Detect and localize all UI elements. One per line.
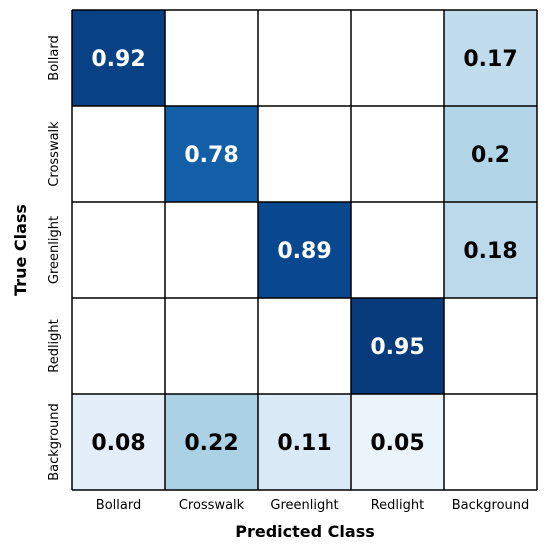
heatmap-cell-0-3 xyxy=(351,10,444,106)
heatmap-cell-4-4 xyxy=(444,394,537,490)
heatmap-cell-1-3 xyxy=(351,106,444,202)
x-tick-label-1: Crosswalk xyxy=(179,498,245,513)
cell-value-label-0-4: 0.17 xyxy=(463,47,517,72)
y-tick-label-3: Redlight xyxy=(47,319,62,373)
heatmap-cell-3-2 xyxy=(258,298,351,394)
y-axis-title: True Class xyxy=(11,204,30,296)
heatmap-cell-0-4 xyxy=(444,10,537,106)
cell-value-label-4-1: 0.22 xyxy=(184,431,238,456)
heatmap-cell-4-2 xyxy=(258,394,351,490)
x-tick-labels: Bollard Crosswalk Greenlight Redlight Backgr… xyxy=(96,498,530,513)
heatmap-cell-3-0 xyxy=(72,298,165,394)
x-tick-label-3: Redlight xyxy=(371,498,425,513)
cell-value-label-4-2: 0.11 xyxy=(277,431,331,456)
cell-value-label-4-0: 0.08 xyxy=(91,431,145,456)
cell-value-label-1-1: 0.78 xyxy=(184,143,238,168)
heatmap-cell-1-1 xyxy=(165,106,258,202)
heatmap-cell-0-2 xyxy=(258,10,351,106)
heatmap-cell-0-0 xyxy=(72,10,165,106)
heatmap-cell-2-2 xyxy=(258,202,351,298)
heatmap-cell-3-4 xyxy=(444,298,537,394)
y-tick-labels: Bollard Crosswalk Greenlight Redlight Backgr… xyxy=(47,35,62,481)
x-tick-label-0: Bollard xyxy=(96,498,141,513)
cell-value-label-2-2: 0.89 xyxy=(277,239,331,264)
cell-value-label-2-4: 0.18 xyxy=(463,239,517,264)
y-tick-label-4: Background xyxy=(47,403,62,481)
heatmap-cell-1-4 xyxy=(444,106,537,202)
heatmap-cells: 0.92 0.17 0.78 0.2 0.89 0.18 0.95 0.08 0.22 0.11 0… xyxy=(72,10,537,490)
heatmap-cell-2-4 xyxy=(444,202,537,298)
heatmap-cell-2-1 xyxy=(165,202,258,298)
heatmap-cell-4-3 xyxy=(351,394,444,490)
x-axis-title: Predicted Class xyxy=(235,522,374,541)
heatmap-cell-4-1 xyxy=(165,394,258,490)
y-tick-label-2: Greenlight xyxy=(47,216,62,284)
cell-value-label-4-3: 0.05 xyxy=(370,431,424,456)
heatmap-cell-2-3 xyxy=(351,202,444,298)
x-tick-label-2: Greenlight xyxy=(270,498,338,513)
heatmap-cell-4-0 xyxy=(72,394,165,490)
cell-value-label-1-4: 0.2 xyxy=(471,143,510,168)
heatmap-cell-0-1 xyxy=(165,10,258,106)
heatmap-cell-3-3 xyxy=(351,298,444,394)
heatmap-grid xyxy=(71,9,538,491)
cell-value-label-0-0: 0.92 xyxy=(91,47,145,72)
y-tick-label-1: Crosswalk xyxy=(47,121,62,187)
heatmap-cell-3-1 xyxy=(165,298,258,394)
heatmap-cell-1-2 xyxy=(258,106,351,202)
x-tick-label-4: Background xyxy=(452,498,530,513)
heatmap-cell-2-0 xyxy=(72,202,165,298)
y-tick-label-0: Bollard xyxy=(47,35,62,80)
heatmap-cell-1-0 xyxy=(72,106,165,202)
cell-value-label-3-3: 0.95 xyxy=(370,335,424,360)
